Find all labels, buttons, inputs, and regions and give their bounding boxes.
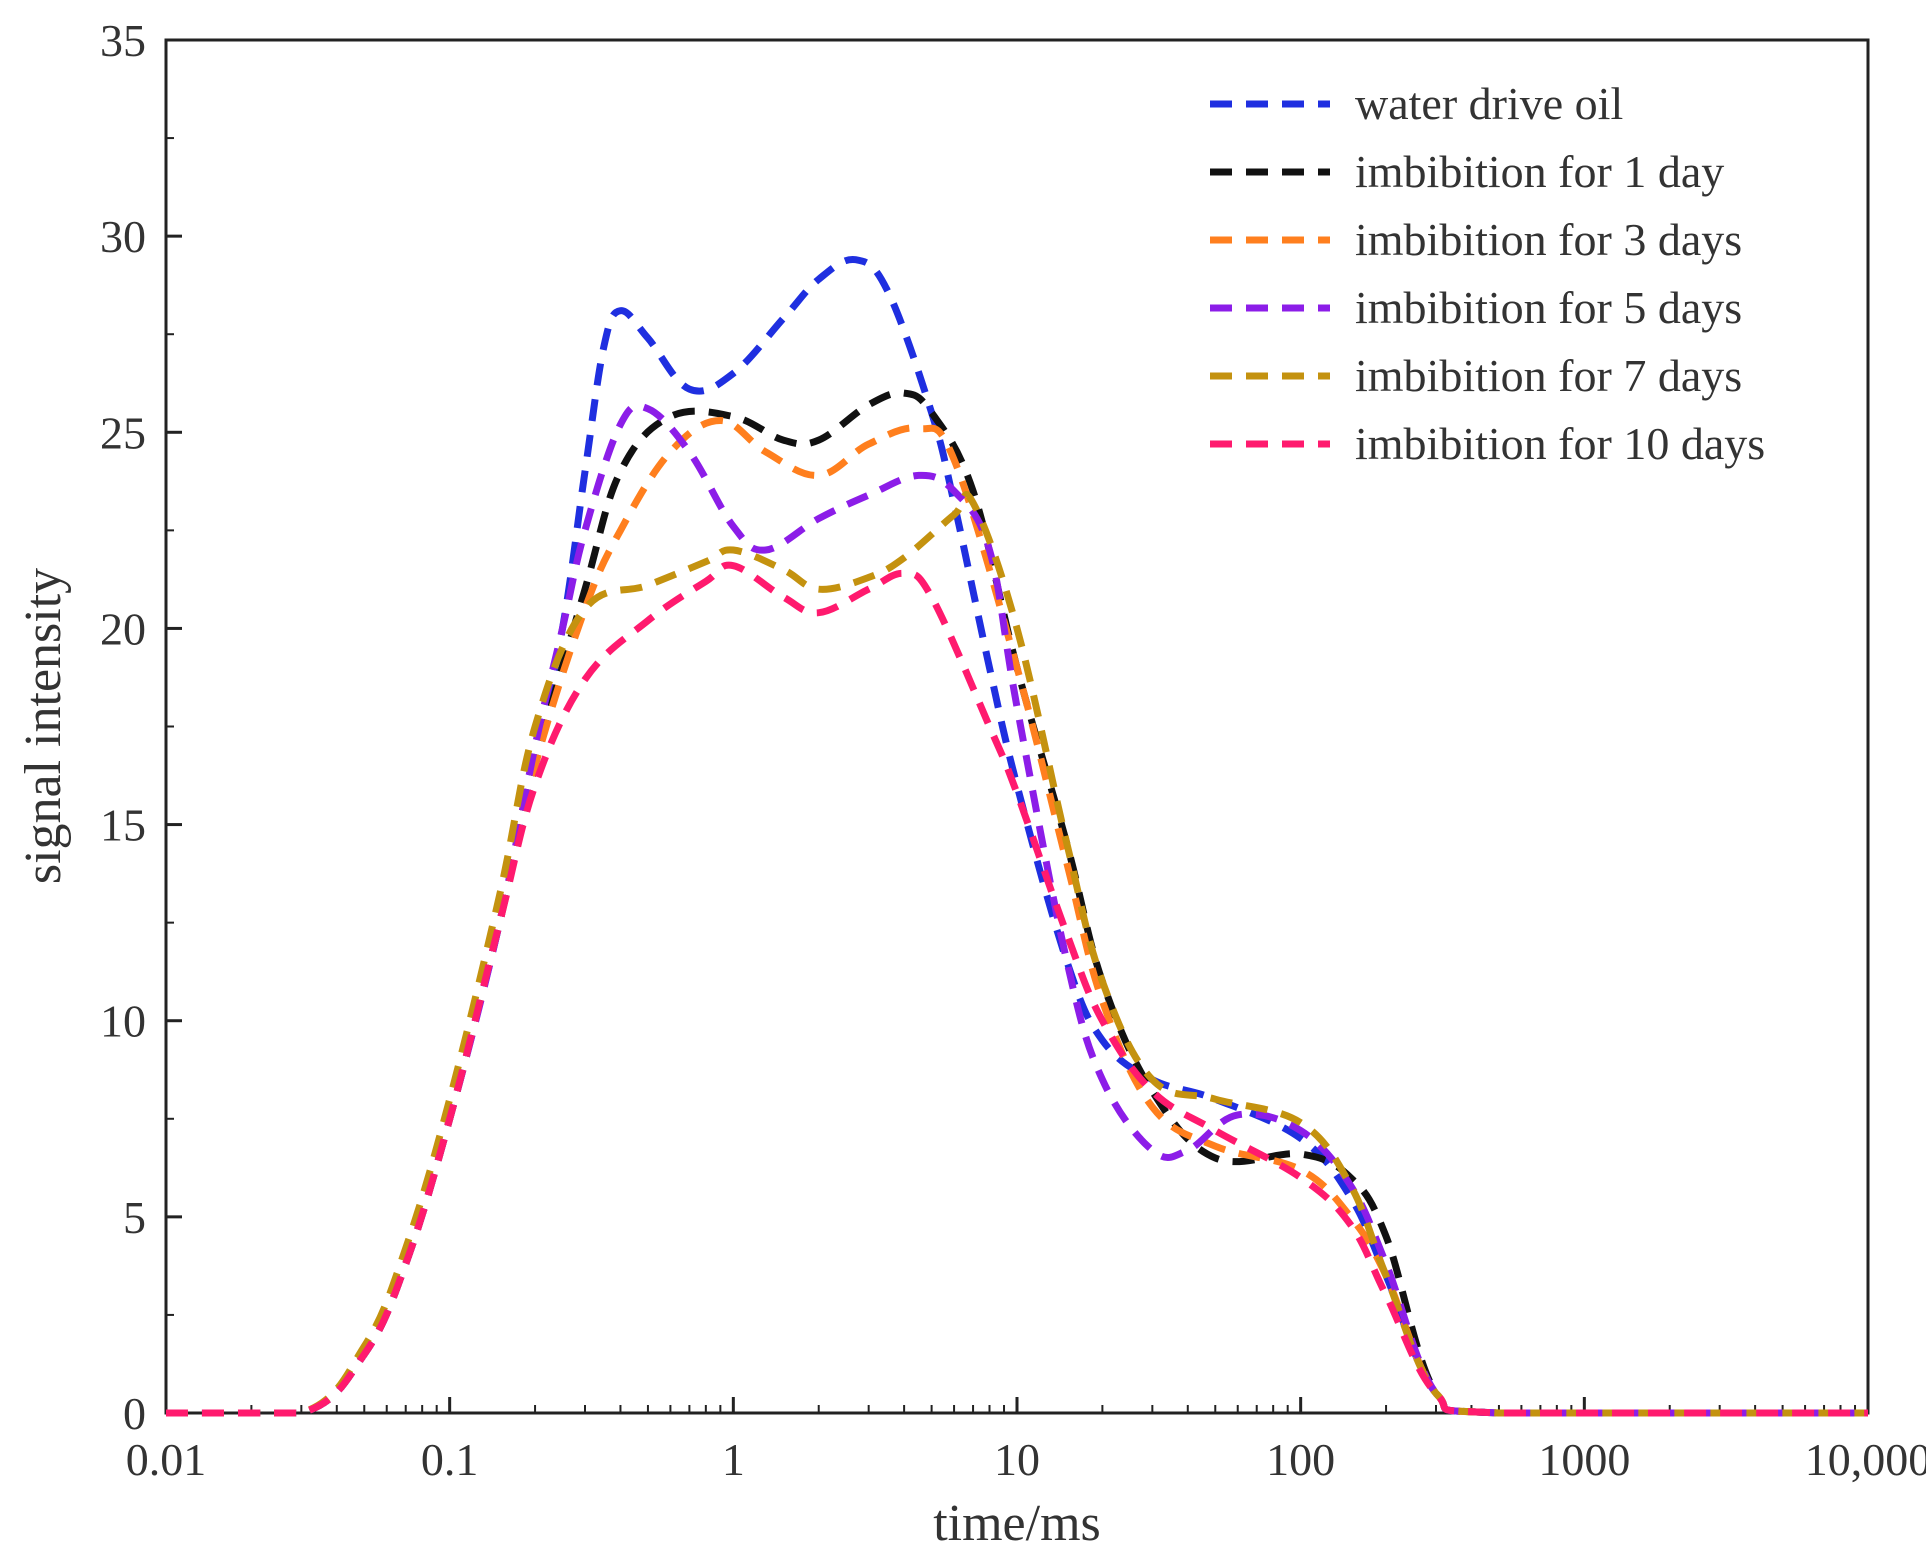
axis-ticks: 0.01 0.1 1 10 100 1000 10,000 0 5 10 15 20 25 30 35 — [100, 15, 1926, 1485]
legend-label-4: imbibition for 5 days — [1355, 282, 1742, 333]
y-tick-label: 5 — [123, 1192, 146, 1243]
legend-label-3: imbibition for 3 days — [1355, 214, 1742, 265]
series-line-2 — [166, 389, 1868, 1417]
x-tick-label: 0.01 — [126, 1434, 207, 1485]
y-tick-label: 20 — [100, 603, 146, 654]
x-tick-label: 10 — [994, 1434, 1040, 1485]
x-tick-label: 1000 — [1538, 1434, 1630, 1485]
legend-label-1: water drive oil — [1355, 78, 1623, 129]
y-tick-label: 25 — [100, 407, 146, 458]
x-tick-label: 100 — [1266, 1434, 1335, 1485]
y-axis-title: signal intensity — [15, 568, 72, 884]
y-tick-label: 15 — [100, 800, 146, 851]
series-line-3 — [166, 417, 1868, 1417]
y-tick-label: 30 — [100, 211, 146, 262]
series-line-6 — [166, 561, 1868, 1417]
y-tick-label: 10 — [100, 996, 146, 1047]
legend-label-2: imbibition for 1 day — [1355, 146, 1724, 197]
legend-label-6: imbibition for 10 days — [1355, 418, 1765, 469]
y-tick-label: 0 — [123, 1388, 146, 1439]
y-tick-label: 35 — [100, 15, 146, 66]
series-layer — [166, 256, 1868, 1417]
x-tick-label: 1 — [722, 1434, 745, 1485]
series-line-1 — [166, 256, 1868, 1417]
legend: water drive oil imbibition for 1 day imbib… — [1210, 78, 1765, 469]
series-line-5 — [166, 491, 1868, 1417]
x-axis-title: time/ms — [933, 1495, 1101, 1552]
x-tick-label: 10,000 — [1805, 1434, 1926, 1485]
legend-label-5: imbibition for 7 days — [1355, 350, 1742, 401]
series-line-4 — [166, 402, 1868, 1417]
x-tick-label: 0.1 — [421, 1434, 479, 1485]
